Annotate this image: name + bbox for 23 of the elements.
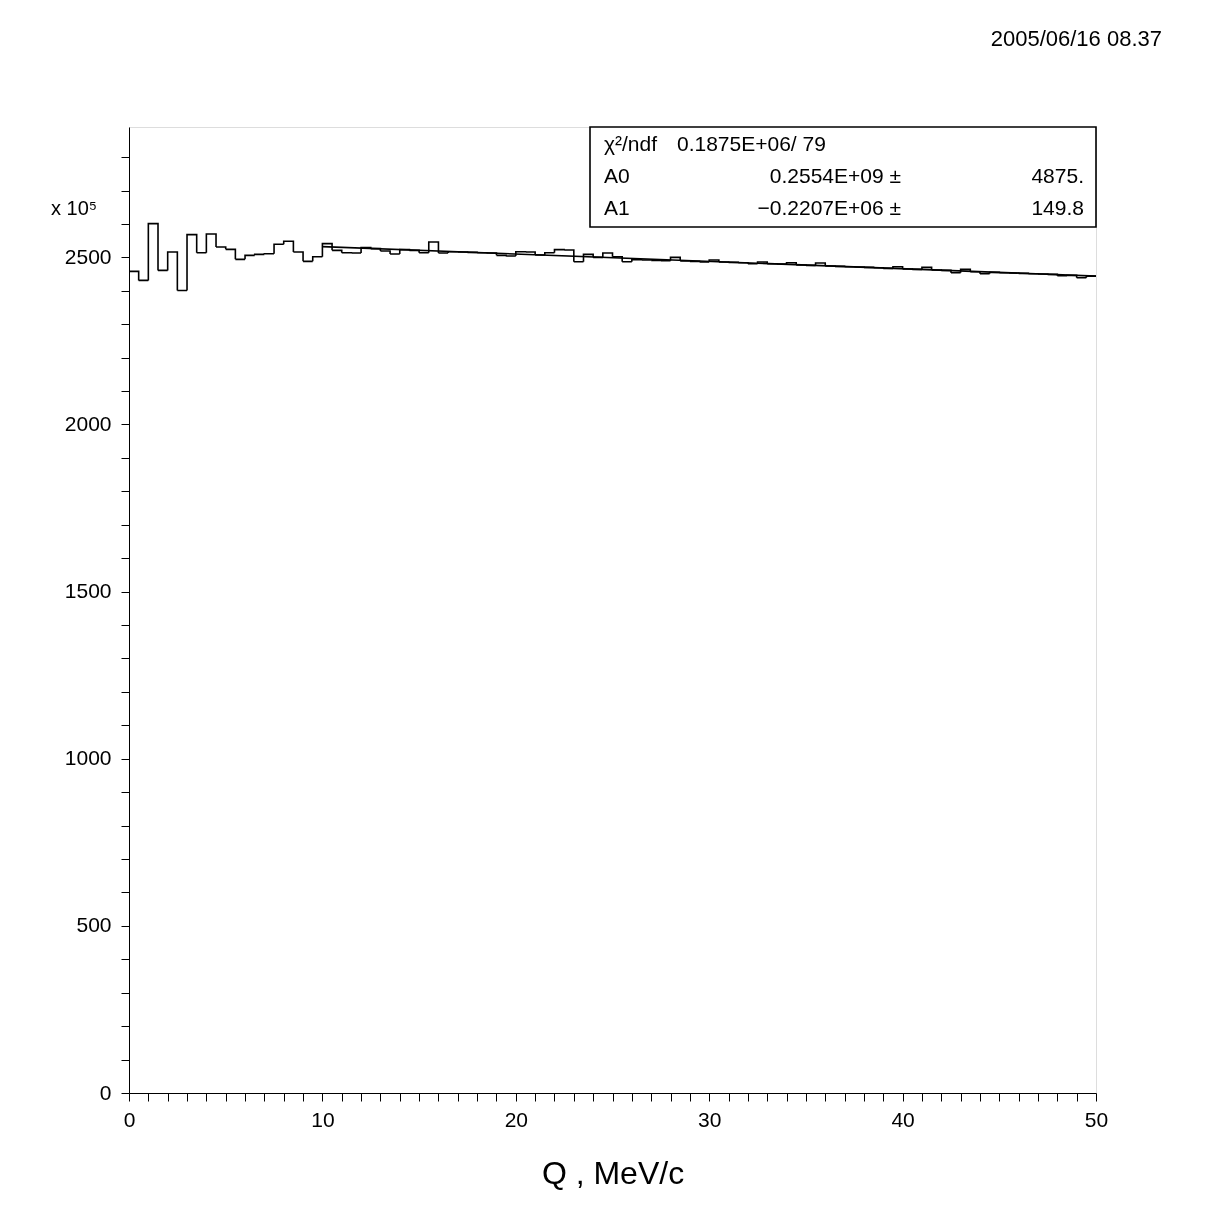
text: 2005/06/16 08.37 <box>990 26 1162 51</box>
y-tick-label: 0 <box>99 1080 112 1104</box>
y-axis-title: x 10⁵ <box>51 197 98 219</box>
annotation: 0.1875E+06/ 79 <box>677 132 826 155</box>
x-tick-label: 0 <box>123 1107 136 1131</box>
x-tick-label: 50 <box>1084 1107 1109 1131</box>
y-tick-label: 1500 <box>64 579 112 603</box>
x-axis-title: Q , MeV/c <box>541 1154 685 1191</box>
annotation: A1 <box>604 196 630 219</box>
x-tick-label: 40 <box>891 1107 915 1131</box>
annotation: −0.2207E+06 ± <box>757 196 901 219</box>
annotation: 4875. <box>1031 164 1084 187</box>
y-tick-label: 2500 <box>64 244 112 268</box>
x-tick-label: 30 <box>698 1107 722 1131</box>
annotation: A0 <box>604 164 630 187</box>
x-tick-label: 20 <box>504 1107 528 1131</box>
annotation: 0.2554E+09 ± <box>769 164 901 187</box>
y-tick-label: 1000 <box>64 746 112 770</box>
y-tick-label: 500 <box>76 913 112 937</box>
x-tick-label: 10 <box>311 1107 335 1131</box>
y-tick-label: 2000 <box>64 411 112 435</box>
annotation: χ²/ndf <box>604 132 658 155</box>
annotation: 149.8 <box>1031 196 1084 219</box>
